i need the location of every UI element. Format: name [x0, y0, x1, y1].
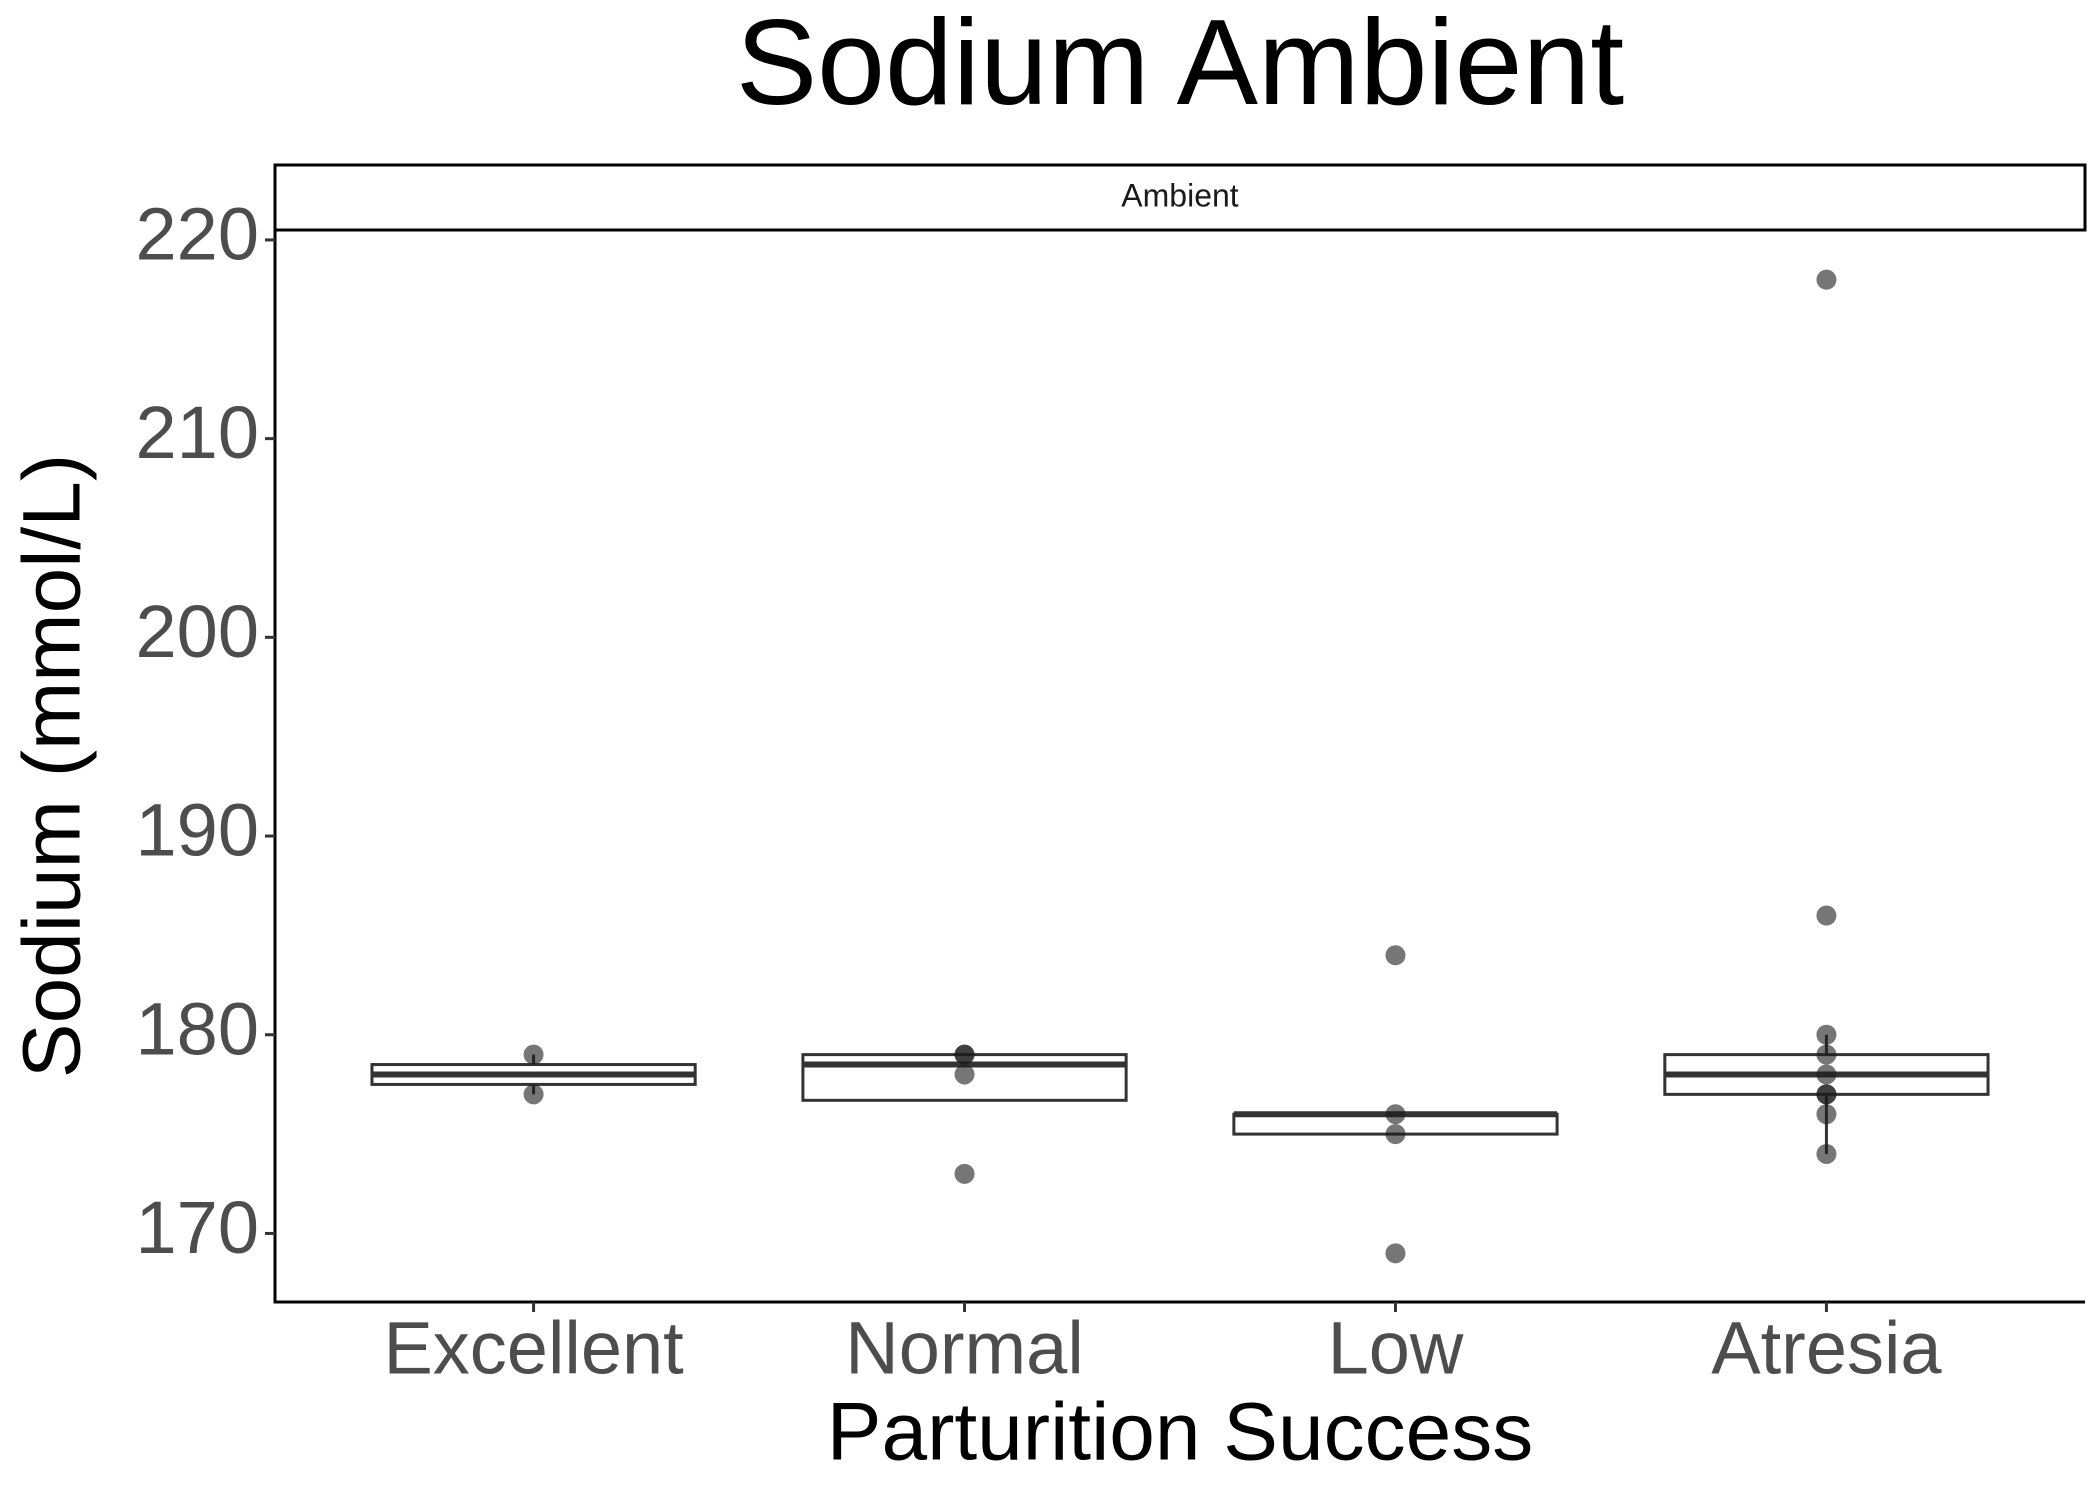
point — [1816, 1044, 1837, 1065]
point — [954, 1064, 975, 1085]
y-tick-label: 190 — [136, 789, 259, 872]
point — [1816, 1104, 1837, 1125]
point — [1385, 945, 1406, 966]
point — [954, 1044, 975, 1065]
y-tick-label: 220 — [136, 192, 259, 275]
point — [1816, 905, 1837, 926]
point — [954, 1163, 975, 1184]
point — [1816, 1024, 1837, 1045]
y-tick-label: 200 — [136, 590, 259, 673]
x-tick-label: Low — [1328, 1307, 1464, 1390]
y-tick-label: 180 — [136, 987, 259, 1070]
x-tick-label: Excellent — [383, 1307, 684, 1390]
y-axis-title: Sodium (mmol/L) — [7, 454, 98, 1078]
strip — [273, 163, 2087, 232]
chart-title: Sodium Ambient — [736, 0, 1624, 130]
point — [1816, 1064, 1837, 1085]
y-tick-label: 170 — [136, 1186, 259, 1269]
x-tick-label: Atresia — [1711, 1307, 1942, 1390]
x-tick-label: Normal — [845, 1307, 1083, 1390]
y-tick-label: 210 — [136, 391, 259, 474]
point — [1385, 1243, 1406, 1264]
strip-label: Ambient — [1121, 177, 1239, 213]
point — [1385, 1104, 1406, 1125]
point — [1816, 269, 1837, 290]
point — [1816, 1143, 1837, 1164]
point — [1385, 1124, 1406, 1145]
x-axis-title: Parturition Success — [827, 1387, 1533, 1478]
point — [523, 1044, 544, 1065]
point — [1816, 1084, 1837, 1105]
point — [523, 1084, 544, 1105]
